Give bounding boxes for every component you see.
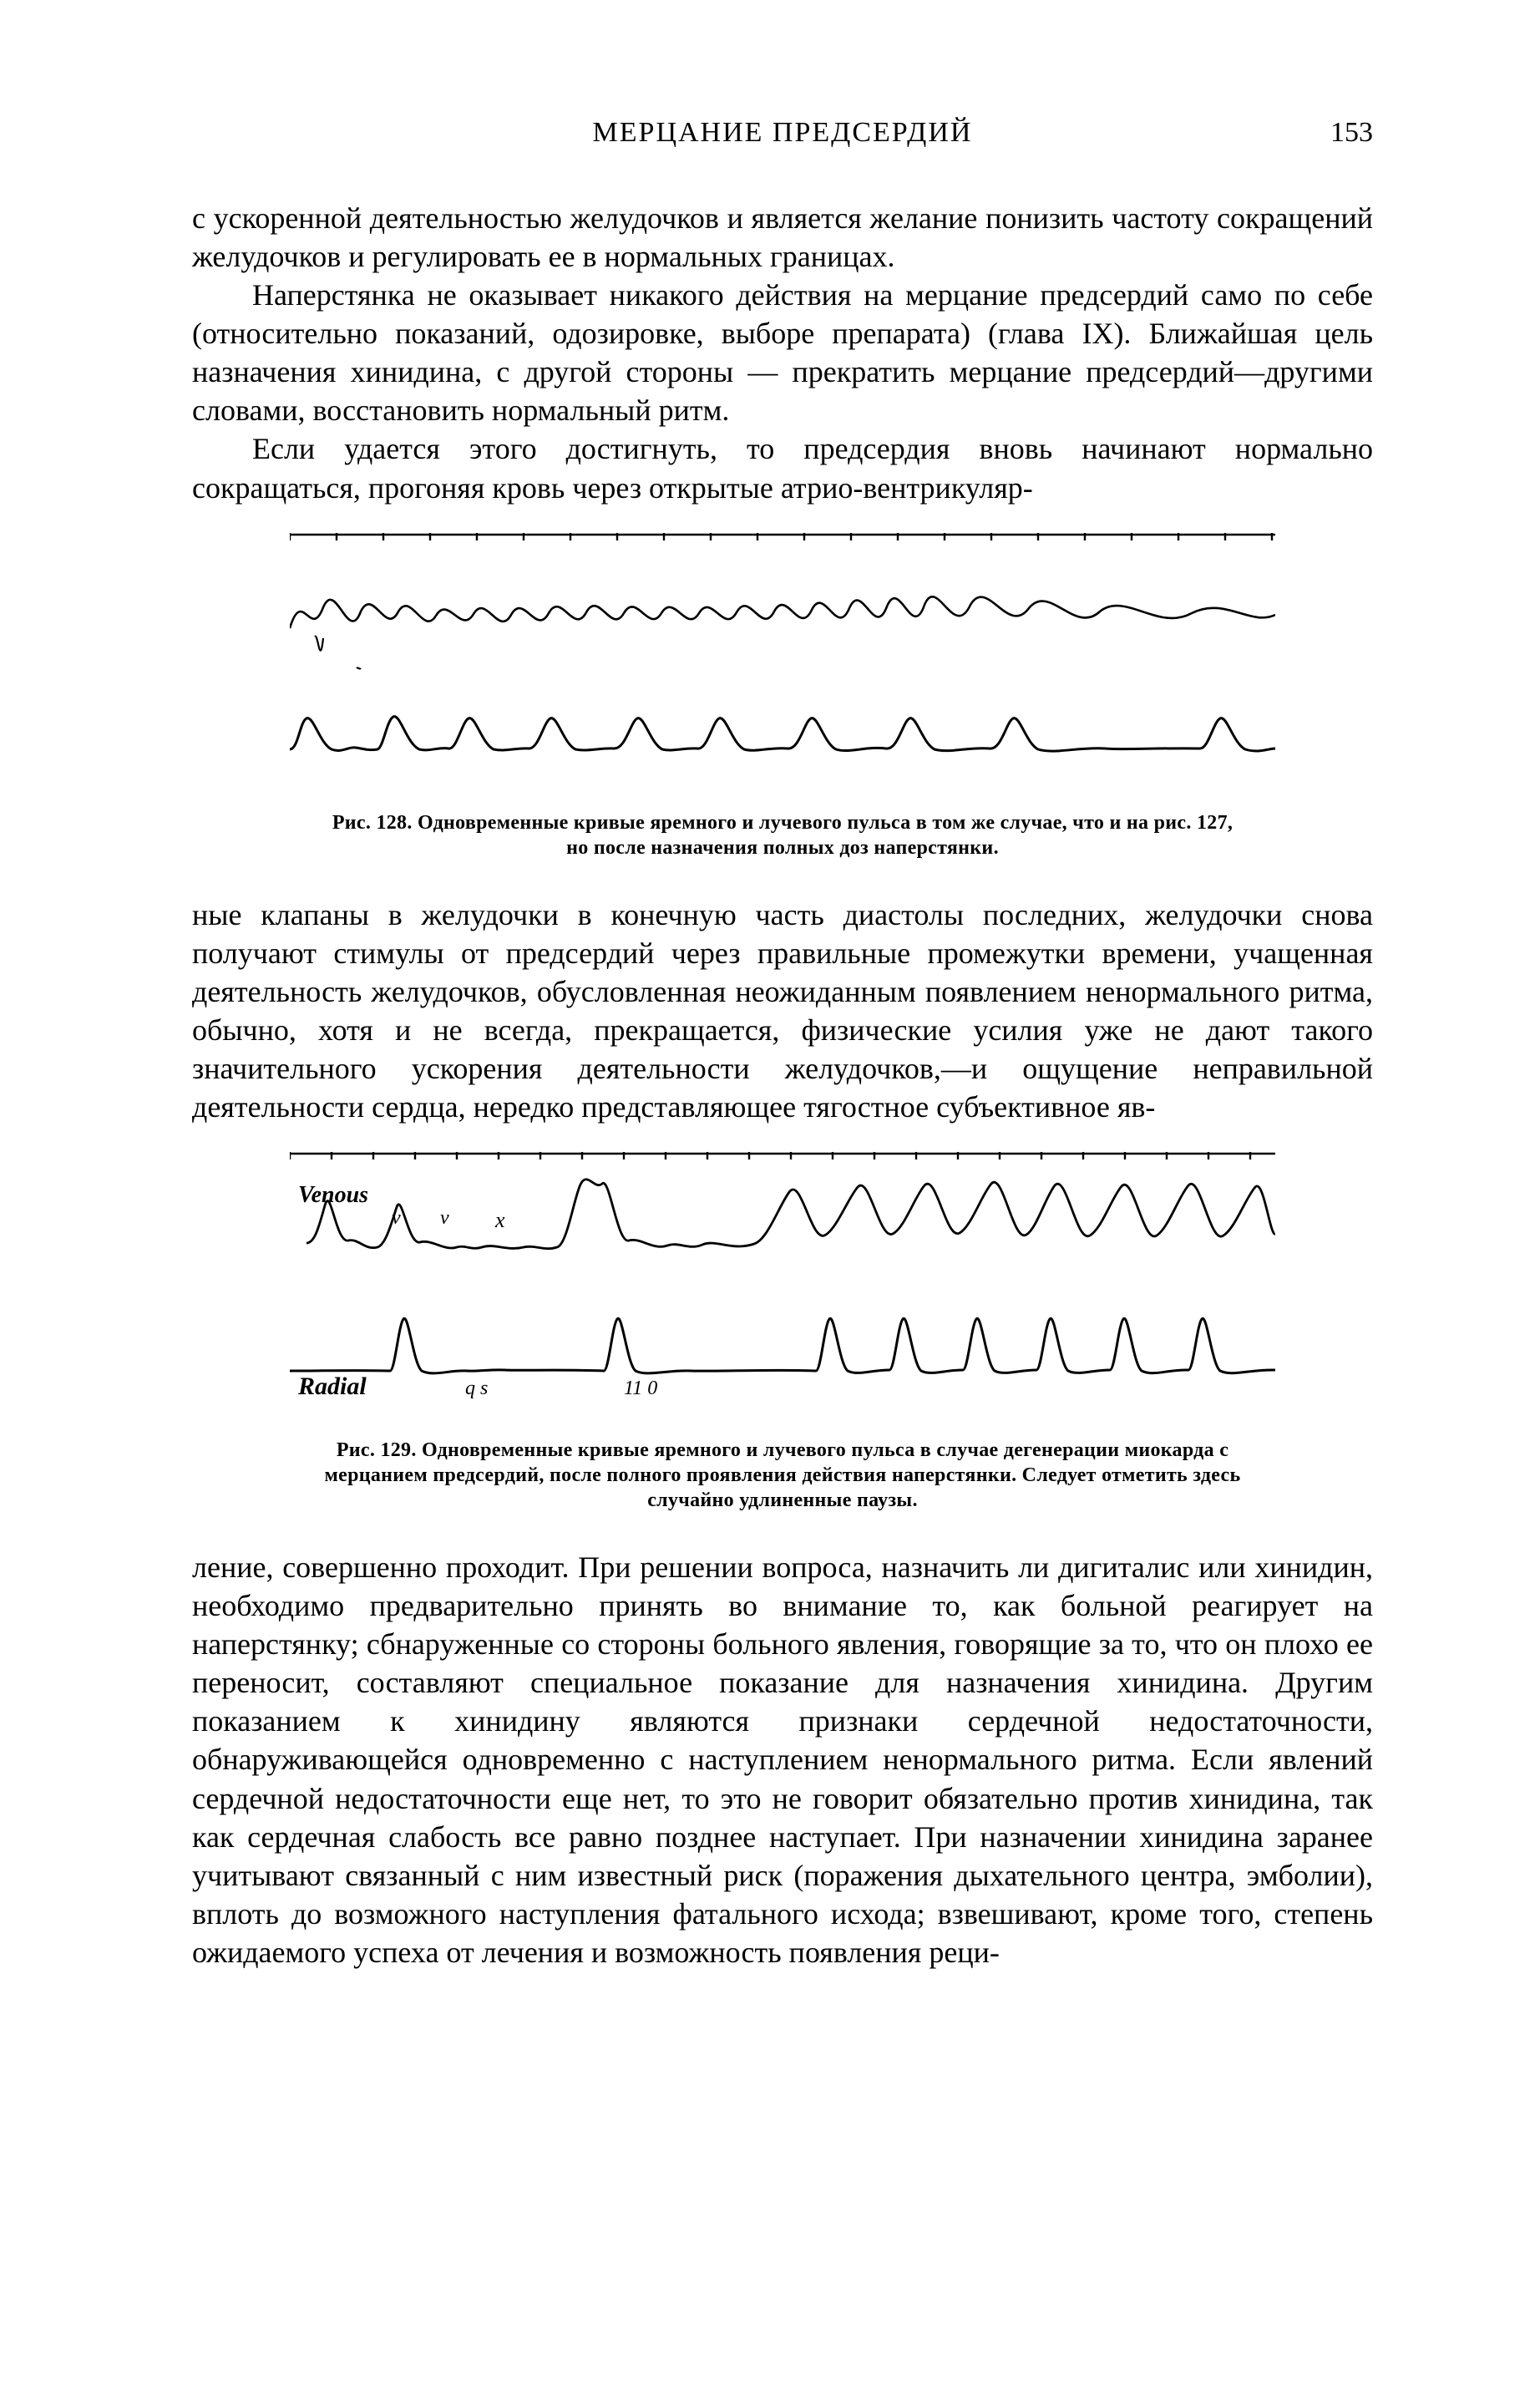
body-text-block-1: с ускоренной деятельностью желудочков и … <box>192 199 1373 507</box>
page: МЕРЦАНИЕ ПРЕДСЕРДИЙ 153 с ускоренной дея… <box>0 0 1540 2395</box>
pulse-trace-icon <box>290 528 1275 795</box>
figure-129: Venous v v x Radial q s 11 0 <box>192 1147 1373 1423</box>
pulse-trace-icon: Venous v v x Radial q s 11 0 <box>290 1147 1275 1423</box>
paragraph: ные клапаны в желудочки в конечную часть… <box>192 896 1373 1126</box>
label-venous: Venous <box>298 1182 368 1208</box>
label-mark-b: 11 0 <box>624 1378 657 1399</box>
label-v: v <box>392 1207 401 1229</box>
page-number: 153 <box>1289 117 1373 149</box>
figure-129-caption: Рис. 129. Одновременные кривые яремного … <box>323 1438 1242 1513</box>
running-head: МЕРЦАНИЕ ПРЕДСЕРДИЙ <box>276 117 1289 149</box>
paragraph: Если удается этого достигнуть, то предсе… <box>192 429 1373 506</box>
page-header: МЕРЦАНИЕ ПРЕДСЕРДИЙ 153 <box>192 117 1373 149</box>
figure-128-caption: Рис. 128. Одновременные кривые яремного … <box>323 810 1242 860</box>
body-text-block-2: ные клапаны в желудочки в конечную часть… <box>192 896 1373 1126</box>
label-x: x <box>494 1208 505 1232</box>
paragraph: Наперстянка не оказывает никакого действ… <box>192 276 1373 429</box>
paragraph: с ускоренной деятельностью желудочков и … <box>192 199 1373 276</box>
figure-128 <box>192 528 1373 795</box>
paragraph: ление, совершенно проходит. При решении … <box>192 1548 1373 1971</box>
label-v2: v <box>440 1207 449 1229</box>
body-text-block-3: ление, совершенно проходит. При решении … <box>192 1548 1373 1971</box>
label-radial: Radial <box>297 1373 367 1400</box>
label-mark-a: q s <box>465 1378 488 1399</box>
